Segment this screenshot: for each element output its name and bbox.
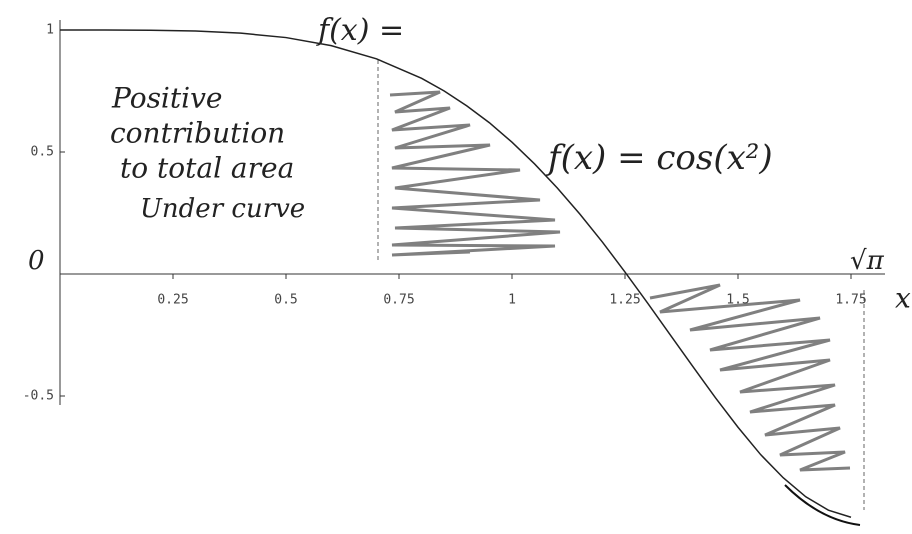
y-tick-label: 1	[46, 23, 54, 38]
y-tick-label: -0.5	[23, 389, 54, 404]
x-tick-label: 1.75	[835, 293, 866, 308]
annotation: f(x) = cos(x²)	[545, 138, 773, 178]
annotation: √π	[850, 246, 885, 276]
annotation: contribution	[110, 117, 285, 150]
arc-sketch	[784, 484, 861, 526]
y-tick-label: 0.5	[31, 145, 54, 160]
x-tick-label: 0.5	[274, 293, 297, 308]
x-tick-label: 1.25	[609, 293, 640, 308]
annotation: Positive	[111, 82, 222, 115]
annotation: to total area	[120, 152, 294, 185]
annotation: x	[895, 282, 911, 315]
x-tick-label: 0.25	[157, 293, 188, 308]
positive-hatch	[389, 90, 561, 257]
x-tick-label: 1.5	[726, 293, 749, 308]
curve	[60, 29, 852, 518]
x-tick-label: 1	[508, 293, 516, 308]
annotation: Under curve	[140, 194, 305, 224]
x-tick-label: 0.75	[383, 293, 414, 308]
negative-hatch	[649, 283, 851, 472]
hatching	[389, 90, 851, 472]
annotation: 0	[28, 246, 45, 276]
annotation: f(x) =	[316, 13, 404, 48]
